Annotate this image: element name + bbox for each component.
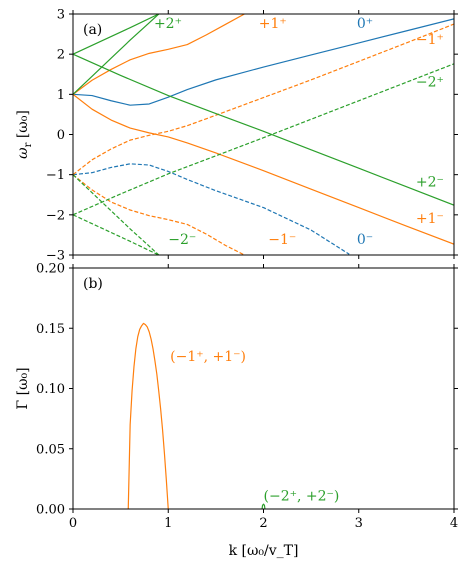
series-line bbox=[73, 214, 159, 255]
y-tick-label: 0.20 bbox=[36, 262, 65, 277]
series-line bbox=[73, 174, 245, 255]
series-line bbox=[73, 63, 454, 216]
y-tick-label: 0 bbox=[57, 128, 65, 143]
series-line bbox=[73, 93, 454, 245]
series-annotation: +2⁺ bbox=[154, 16, 182, 32]
plot-area bbox=[73, 14, 454, 255]
y-tick-label: 1 bbox=[57, 88, 65, 103]
series-line bbox=[73, 163, 350, 255]
x-tick-label: 0 bbox=[69, 516, 77, 531]
y-tick-label: −2 bbox=[46, 208, 65, 223]
y-axis-label: ωr [ω₀] bbox=[15, 110, 34, 159]
series-annotation: (−1⁺, +1⁻) bbox=[170, 349, 246, 365]
series-line bbox=[73, 18, 454, 106]
y-tick-label: 0.15 bbox=[36, 322, 65, 337]
plot-area bbox=[127, 322, 266, 509]
y-axis-label: Γ [ω₀] bbox=[15, 367, 31, 409]
series-line bbox=[73, 14, 160, 95]
x-tick-label: 2 bbox=[259, 516, 267, 531]
series-line bbox=[73, 174, 160, 255]
y-tick-label: −3 bbox=[46, 249, 65, 264]
x-axis-label: k [ω₀/v_T] bbox=[229, 543, 299, 559]
axes-frame bbox=[72, 13, 455, 256]
axes-frame bbox=[72, 267, 455, 510]
series-annotation: −1⁺ bbox=[416, 32, 444, 48]
series-annotation: +1⁺ bbox=[259, 16, 287, 32]
x-tick-label: 4 bbox=[450, 516, 458, 531]
series-annotation: 0⁺ bbox=[357, 16, 373, 32]
y-tick-label: −1 bbox=[46, 168, 65, 183]
series-annotation: −2⁺ bbox=[416, 74, 444, 90]
series-line bbox=[73, 14, 245, 95]
y-tick-label: 2 bbox=[57, 48, 65, 63]
series-annotation: 0⁻ bbox=[357, 232, 373, 248]
series-annotation: +2⁻ bbox=[416, 175, 444, 191]
x-tick-label: 3 bbox=[355, 516, 363, 531]
panel-b: 0 1 2 3 4 0.00 0.05 0.10 0.15 0.20 (b) (−1⁺, +1⁻) (−… bbox=[15, 262, 458, 560]
series-line bbox=[127, 322, 169, 509]
panel-label: (a) bbox=[83, 22, 102, 38]
series-line bbox=[73, 53, 454, 206]
series-annotation: −1⁻ bbox=[268, 232, 296, 248]
panel-label: (b) bbox=[83, 276, 103, 292]
y-tick-label: 0.05 bbox=[36, 442, 65, 457]
x-tick-label: 1 bbox=[164, 516, 172, 531]
series-line bbox=[73, 23, 454, 176]
series-line bbox=[73, 14, 159, 55]
series-annotation: −2⁻ bbox=[168, 232, 196, 248]
series-annotation: +1⁻ bbox=[416, 211, 444, 227]
y-tick-label: 0.10 bbox=[36, 382, 65, 397]
y-tick-label: 3 bbox=[57, 8, 65, 23]
panel-a: −3 −2 −1 0 1 2 3 (a) +2⁺ +1⁺ 0⁺ −1⁺ −2⁺ +2⁻ +1⁻ −2⁻ −1⁻ 0… bbox=[15, 8, 458, 264]
y-tick-label: 0.00 bbox=[36, 503, 65, 518]
series-line bbox=[261, 503, 266, 509]
series-annotation: (−2⁺, +2⁻) bbox=[264, 489, 340, 505]
